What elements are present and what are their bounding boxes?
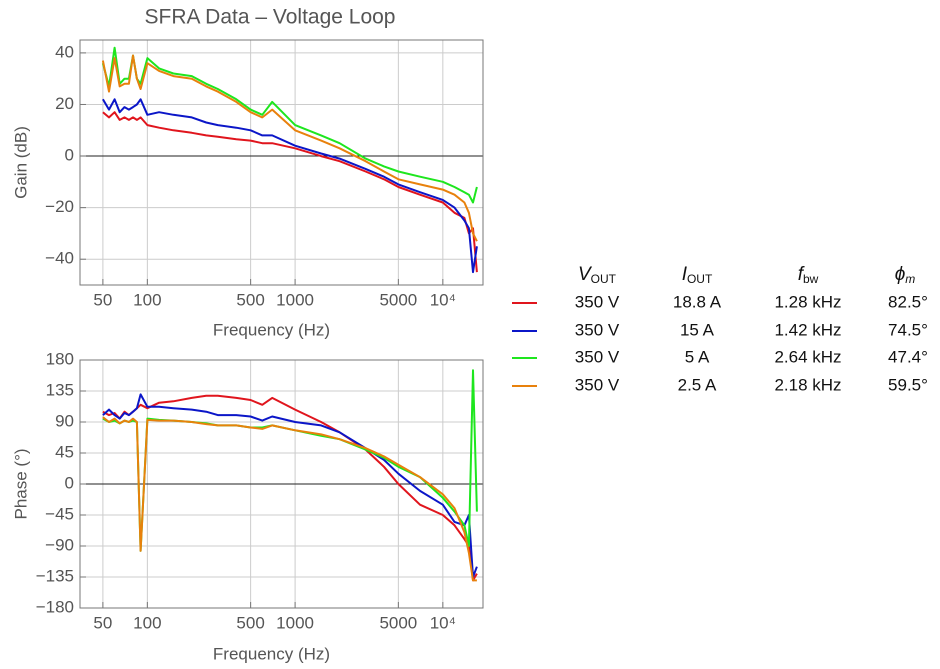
legend-cell: 350 V [575, 292, 620, 311]
legend-cell: 1.42 kHz [774, 320, 841, 339]
x-tick-label: 50 [93, 290, 112, 309]
plot-frame [79, 39, 484, 286]
legend-cell: 18.8 A [673, 292, 722, 311]
header-subscript: m [905, 272, 915, 286]
y-tick-label: 180 [46, 349, 74, 368]
legend-cell: 350 V [575, 375, 620, 394]
x-tick-label: 10⁴ [430, 613, 456, 632]
header-symbol: I [682, 264, 688, 285]
x-tick-label: 50 [93, 613, 112, 632]
legend-cell: 350 V [575, 320, 620, 339]
y-tick-label: 0 [65, 473, 74, 492]
x-tick-label: 100 [133, 613, 161, 632]
legend-header: ϕm [895, 264, 916, 286]
plot: 50 100 500 1000 5000 10⁴ −180 −135 −90 −45 0 45 90 13… [11, 349, 484, 663]
legend-header: fbw [798, 264, 819, 286]
legend-cell: 5 A [685, 347, 710, 366]
y-tick-label: −45 [45, 504, 74, 523]
header-subscript: bw [803, 272, 819, 286]
x-tick-label: 5000 [379, 290, 417, 309]
y-tick-label: −135 [36, 566, 74, 585]
legend-cell: 2.18 kHz [774, 375, 841, 394]
series-line [102, 98, 478, 274]
x-tick-label: 100 [133, 290, 161, 309]
legend-header: IOUT [682, 264, 713, 286]
plot-frame [79, 359, 484, 609]
x-axis-label: Frequency (Hz) [213, 320, 330, 339]
y-tick-label: −20 [45, 197, 74, 216]
header-symbol: f [798, 264, 805, 285]
plot: SFRA Data – Voltage Loop 50 100 500 1000 5000… [11, 6, 484, 339]
y-tick-label: 135 [46, 380, 74, 399]
legend-cell: 2.64 kHz [774, 347, 841, 366]
header-subscript: OUT [687, 272, 713, 286]
y-tick-label: −90 [45, 535, 74, 554]
x-tick-label: 500 [236, 613, 264, 632]
series-line [102, 369, 478, 552]
legend-cell: 15 A [680, 320, 715, 339]
y-axis-label: Phase (°) [11, 448, 30, 519]
header-symbol: V [578, 264, 593, 285]
legend-cell: 74.5° [888, 320, 928, 339]
y-tick-label: −180 [36, 597, 74, 616]
series-line [102, 111, 478, 273]
x-tick-label: 500 [236, 290, 264, 309]
legend-cell: 59.5° [888, 375, 928, 394]
header-subscript: OUT [591, 272, 617, 286]
x-tick-label: 5000 [379, 613, 417, 632]
legend-cell: 350 V [575, 347, 620, 366]
series-line [102, 394, 478, 582]
x-tick-label: 10⁴ [430, 290, 456, 309]
y-tick-label: 0 [65, 146, 74, 165]
legend-cell: 47.4° [888, 347, 928, 366]
y-tick-label: 90 [55, 411, 74, 430]
legend-header: VOUT [578, 264, 617, 286]
legend-cell: 82.5° [888, 292, 928, 311]
y-tick-label: 45 [55, 442, 74, 461]
series-line [102, 416, 477, 582]
chart-title: SFRA Data – Voltage Loop [144, 6, 395, 29]
legend-cell: 2.5 A [678, 375, 717, 394]
y-tick-label: −40 [45, 249, 74, 268]
y-tick-label: 20 [55, 94, 74, 113]
header-symbol: ϕ [895, 264, 906, 285]
y-tick-label: 40 [55, 42, 74, 61]
series-line [101, 54, 478, 242]
legend-cell: 1.28 kHz [774, 292, 841, 311]
x-tick-label: 1000 [276, 290, 314, 309]
x-tick-label: 1000 [276, 613, 314, 632]
x-axis-label: Frequency (Hz) [213, 644, 330, 663]
series-line [102, 393, 478, 578]
y-axis-label: Gain (dB) [11, 126, 30, 199]
